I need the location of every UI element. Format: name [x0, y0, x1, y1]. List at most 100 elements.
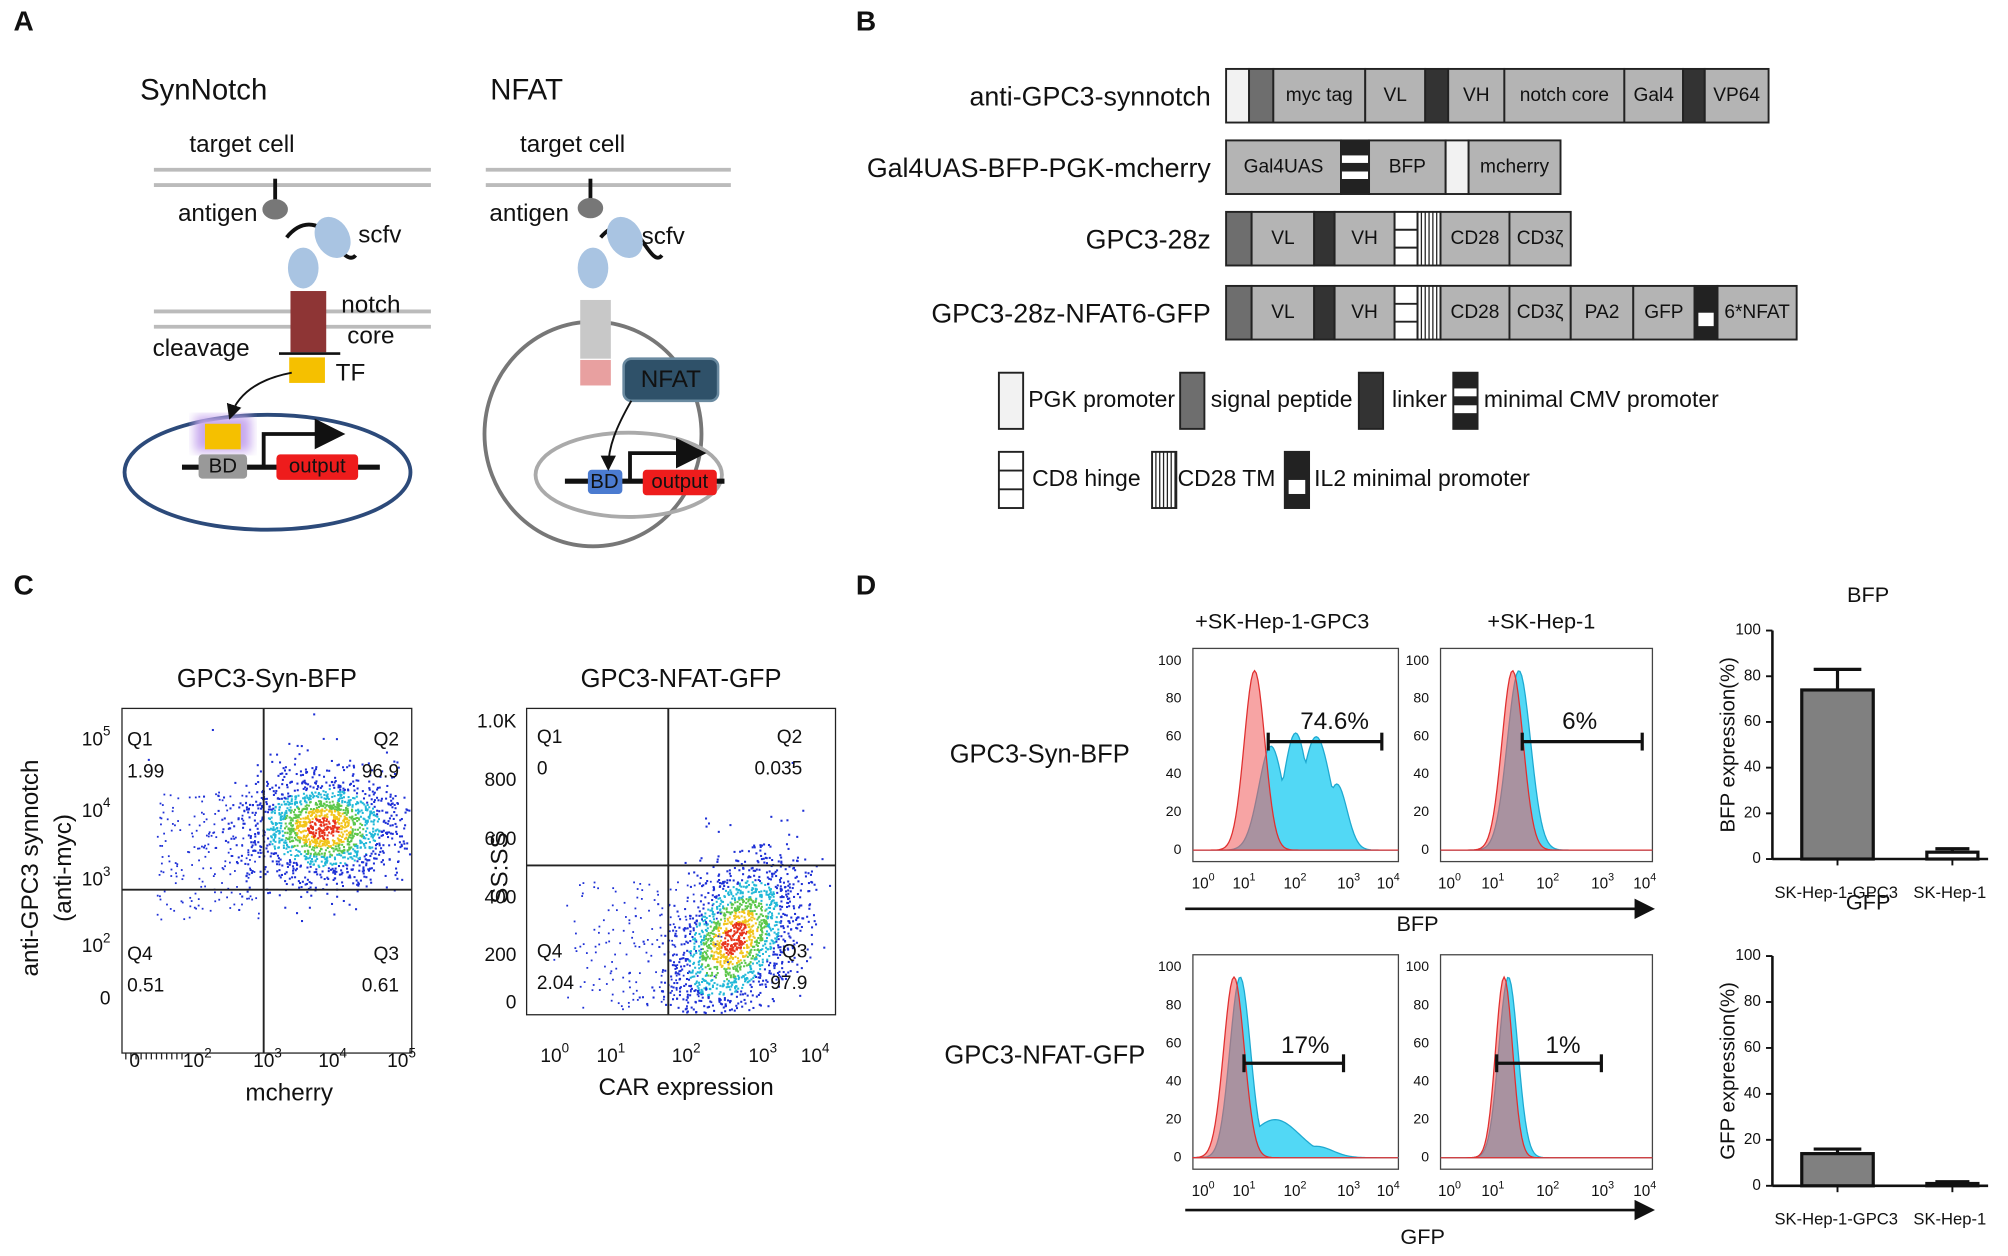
dot — [761, 948, 764, 951]
dot — [722, 944, 725, 947]
dot — [328, 822, 331, 825]
segment — [1313, 210, 1336, 267]
dot — [394, 874, 397, 877]
dot — [795, 926, 798, 929]
dot — [363, 818, 366, 821]
dot — [322, 775, 326, 778]
dot — [776, 869, 779, 872]
dot — [592, 984, 595, 986]
dot — [163, 793, 166, 796]
dot — [754, 879, 757, 882]
dot — [336, 837, 339, 840]
y-tick-label-base: 800 — [484, 770, 516, 791]
x-tick-label: 103 — [1591, 1179, 1614, 1200]
dot — [756, 941, 759, 944]
dot — [302, 830, 305, 833]
dot — [716, 922, 719, 925]
dot — [288, 838, 291, 841]
dot — [698, 989, 701, 992]
dot — [371, 807, 375, 810]
dot — [346, 870, 349, 874]
dot — [643, 943, 646, 945]
dot — [716, 960, 719, 964]
dot — [323, 842, 326, 845]
segment — [1393, 210, 1419, 267]
dot — [742, 974, 745, 977]
dot — [767, 1005, 770, 1008]
dot — [330, 832, 333, 835]
dot — [368, 817, 371, 820]
dot — [390, 799, 393, 802]
dot — [381, 809, 384, 812]
dot — [581, 895, 584, 897]
dot — [737, 987, 740, 990]
dot — [176, 863, 179, 866]
x-tick-label: 100 — [1192, 1179, 1215, 1200]
dot — [669, 888, 672, 891]
x-tick-label: 104 — [318, 1045, 347, 1072]
dot — [306, 815, 309, 818]
dot — [686, 993, 689, 996]
dot — [694, 933, 697, 936]
dot — [271, 860, 274, 863]
dot — [324, 863, 327, 866]
dot — [311, 793, 314, 796]
dot — [299, 820, 302, 823]
dot — [310, 848, 313, 851]
dot — [706, 927, 709, 930]
dot — [223, 796, 226, 799]
dot — [716, 952, 719, 955]
dot — [317, 805, 321, 809]
dot — [397, 860, 400, 863]
dot — [271, 843, 274, 846]
label: core — [347, 322, 394, 349]
dot — [333, 869, 336, 872]
dot — [707, 997, 710, 1000]
dot — [307, 838, 310, 841]
dot — [188, 851, 191, 854]
dot — [159, 898, 162, 901]
dot — [275, 830, 278, 833]
dot — [673, 926, 677, 929]
y-tick-label: 103 — [82, 864, 111, 891]
dot — [317, 793, 320, 796]
y-tick-label: 20 — [1413, 803, 1429, 819]
dot — [313, 844, 317, 847]
dot — [195, 829, 198, 832]
dot — [625, 953, 628, 956]
dot — [332, 847, 335, 850]
dot — [361, 802, 364, 805]
dot — [730, 956, 733, 959]
dot — [745, 898, 748, 901]
dot — [724, 1003, 727, 1006]
dot — [346, 838, 349, 841]
dot — [738, 937, 741, 940]
dot — [265, 847, 268, 850]
dot — [283, 775, 286, 778]
dot — [705, 922, 708, 925]
dot — [678, 987, 682, 990]
dot — [238, 806, 241, 809]
dot — [300, 745, 303, 748]
x-tick-label-exp: 4 — [822, 1040, 830, 1055]
dot — [267, 892, 270, 895]
dot — [756, 944, 759, 947]
dot — [805, 960, 809, 963]
dot — [750, 978, 753, 981]
dot — [750, 941, 753, 944]
dot — [220, 891, 223, 894]
label: NFAT — [641, 366, 701, 393]
dot — [305, 852, 308, 855]
dot — [574, 947, 577, 950]
quadrant-value: 0.51 — [127, 976, 164, 997]
dot — [821, 858, 824, 861]
dot — [276, 829, 279, 832]
dot — [309, 842, 312, 846]
dot — [298, 839, 301, 842]
dot — [610, 970, 613, 973]
dot — [750, 892, 753, 895]
dot — [694, 966, 697, 969]
dot — [304, 876, 307, 879]
dot — [711, 950, 714, 953]
dot — [275, 860, 278, 863]
